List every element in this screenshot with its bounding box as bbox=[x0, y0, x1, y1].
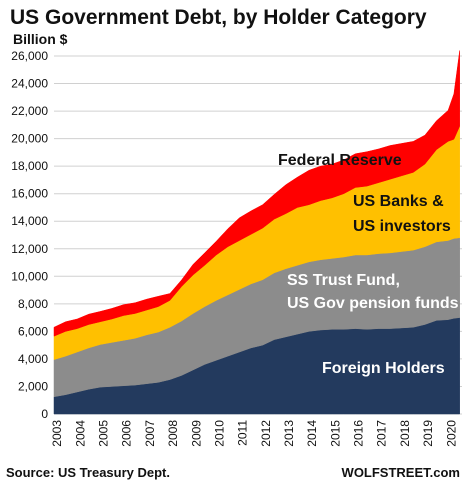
y-tick-label: 16,000 bbox=[11, 187, 48, 201]
x-tick-label: 2019 bbox=[421, 420, 435, 447]
x-tick-label: 2005 bbox=[97, 420, 111, 447]
y-tick-label: 26,000 bbox=[11, 49, 48, 63]
y-tick-label: 0 bbox=[41, 407, 48, 421]
brand-logo-text: WOLFSTREET.com bbox=[342, 465, 460, 480]
label-us-banks-line2: US investors bbox=[353, 218, 451, 235]
label-ss-trust-line2: US Gov pension funds bbox=[287, 295, 459, 312]
y-tick-label: 2,000 bbox=[18, 379, 48, 393]
x-tick-label: 2004 bbox=[73, 420, 87, 447]
label-federal-reserve: Federal Reserve bbox=[278, 152, 402, 169]
x-tick-label: 2020 bbox=[444, 420, 458, 447]
x-tick-label: 2008 bbox=[166, 420, 180, 447]
stacked-areas bbox=[53, 50, 460, 415]
x-tick-label: 2015 bbox=[328, 420, 342, 447]
y-tick-label: 24,000 bbox=[11, 77, 48, 91]
chart-title: US Government Debt, by Holder Category bbox=[10, 6, 427, 29]
y-tick-label: 22,000 bbox=[11, 104, 48, 118]
y-axis-ticks: 0 2,000 4,000 6,000 8,000 10,000 12,000 14,000 1… bbox=[11, 49, 48, 421]
y-tick-label: 14,000 bbox=[11, 214, 48, 228]
label-foreign-holders: Foreign Holders bbox=[322, 360, 445, 377]
y-tick-label: 6,000 bbox=[18, 324, 48, 338]
x-tick-label: 2007 bbox=[143, 420, 157, 447]
y-tick-label: 18,000 bbox=[11, 159, 48, 173]
area-series-3 bbox=[53, 50, 460, 337]
label-ss-trust-line1: SS Trust Fund, bbox=[287, 272, 400, 289]
x-tick-label: 2017 bbox=[375, 420, 389, 447]
x-tick-label: 2003 bbox=[50, 420, 64, 447]
x-tick-label: 2006 bbox=[120, 420, 134, 447]
x-tick-label: 2013 bbox=[282, 420, 296, 447]
x-tick-label: 2016 bbox=[352, 420, 366, 447]
y-tick-label: 20,000 bbox=[11, 132, 48, 146]
label-us-banks-line1: US Banks & bbox=[353, 193, 444, 210]
source-note: Source: US Treasury Dept. bbox=[6, 465, 170, 480]
x-tick-label: 2010 bbox=[212, 420, 226, 447]
y-tick-label: 8,000 bbox=[18, 297, 48, 311]
y-tick-label: 4,000 bbox=[18, 352, 48, 366]
series-labels: Federal Reserve US Banks & US investors … bbox=[278, 152, 459, 377]
x-tick-label: 2012 bbox=[259, 420, 273, 447]
x-tick-label: 2014 bbox=[305, 420, 319, 447]
y-tick-label: 10,000 bbox=[11, 269, 48, 283]
x-axis-ticks: 2003 2004 2005 2006 2007 2008 2009 2010 2011 2012… bbox=[50, 420, 458, 447]
x-tick-label: 2011 bbox=[236, 420, 250, 446]
x-tick-label: 2009 bbox=[189, 420, 203, 447]
y-tick-label: 12,000 bbox=[11, 242, 48, 256]
x-tick-label: 2018 bbox=[398, 420, 412, 447]
chart-subtitle: Billion $ bbox=[13, 31, 68, 47]
